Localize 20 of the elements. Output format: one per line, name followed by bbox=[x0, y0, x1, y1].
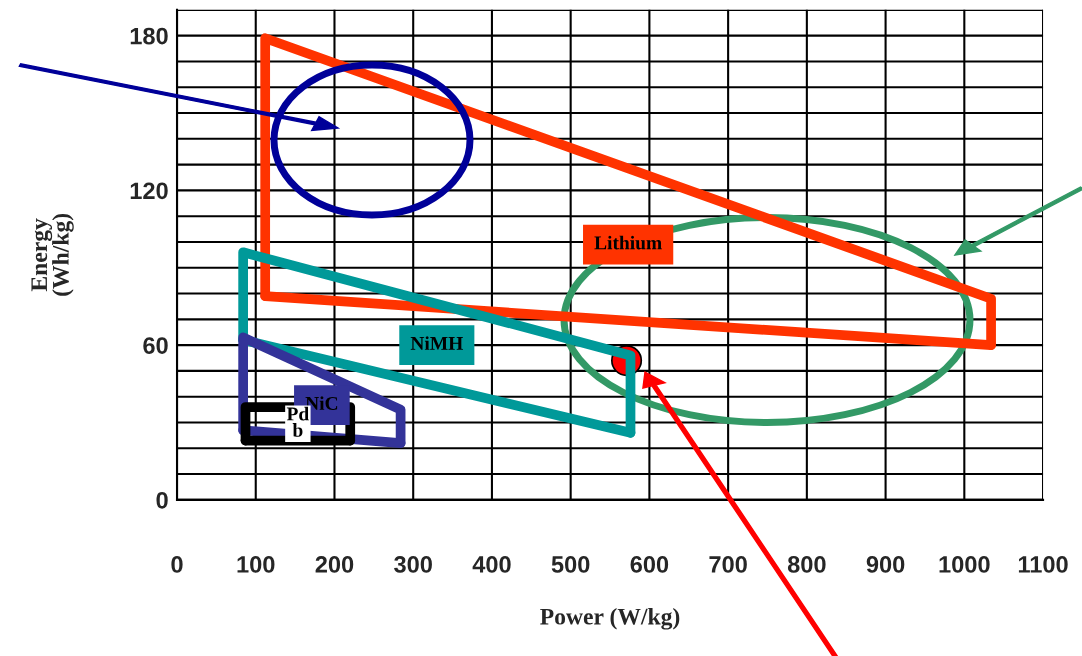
y-tick-label: 60 bbox=[143, 337, 168, 354]
x-tick-label: 300 bbox=[394, 556, 432, 573]
x-tick-label: 500 bbox=[551, 556, 590, 573]
x-tick-label: 0 bbox=[171, 556, 183, 573]
x-tick-label: 200 bbox=[315, 556, 354, 573]
text: Lithium bbox=[594, 235, 662, 250]
y-tick-label: 0 bbox=[156, 491, 168, 509]
x-tick-label: 100 bbox=[237, 556, 275, 573]
x-axis-title: Power (W/kg) bbox=[540, 607, 680, 630]
y-tick-label: 180 bbox=[130, 27, 168, 45]
x-tick-label: 800 bbox=[787, 556, 826, 573]
x-tick-label: 400 bbox=[472, 556, 511, 573]
series-label: NiMH bbox=[410, 336, 463, 350]
x-tick-label: 700 bbox=[709, 556, 747, 573]
y-tick-label: 120 bbox=[130, 182, 168, 200]
x-tick-label: 1100 bbox=[1018, 556, 1068, 573]
x-tick-label: 1000 bbox=[939, 556, 990, 573]
y-axis-title: Energy (Wh/kg) bbox=[31, 213, 74, 296]
x-tick-label: 600 bbox=[630, 556, 669, 573]
x-tick-label: 900 bbox=[866, 556, 905, 573]
